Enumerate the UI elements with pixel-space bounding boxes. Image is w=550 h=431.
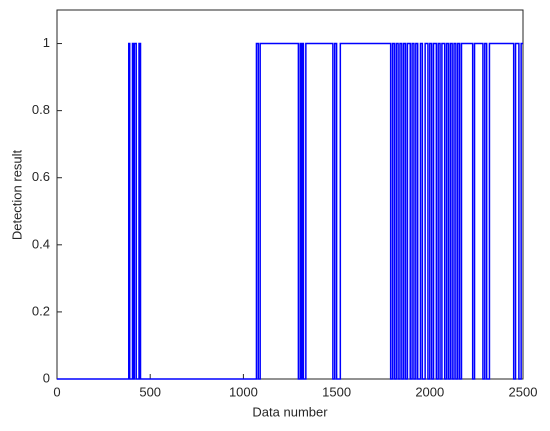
x-tick-label: 2000 xyxy=(415,384,444,399)
y-tick-label: 0.2 xyxy=(32,303,50,318)
plot-frame xyxy=(56,9,524,380)
data-line xyxy=(57,42,523,380)
y-tick-label: 0.6 xyxy=(32,169,50,184)
x-tick-label: 1000 xyxy=(229,384,258,399)
y-axis-label: Detection result xyxy=(9,149,24,240)
x-tick-label: 500 xyxy=(139,384,161,399)
y-tick-label: 0.4 xyxy=(32,236,50,251)
x-tick-label: 1500 xyxy=(322,384,351,399)
x-tick-label: 2500 xyxy=(509,384,538,399)
x-tick-label: 0 xyxy=(53,384,60,399)
y-tick-label: 0 xyxy=(43,370,50,385)
y-tick-label: 0.8 xyxy=(32,102,50,117)
x-axis-label: Data number xyxy=(252,404,328,419)
y-tick-label: 1 xyxy=(43,35,50,50)
